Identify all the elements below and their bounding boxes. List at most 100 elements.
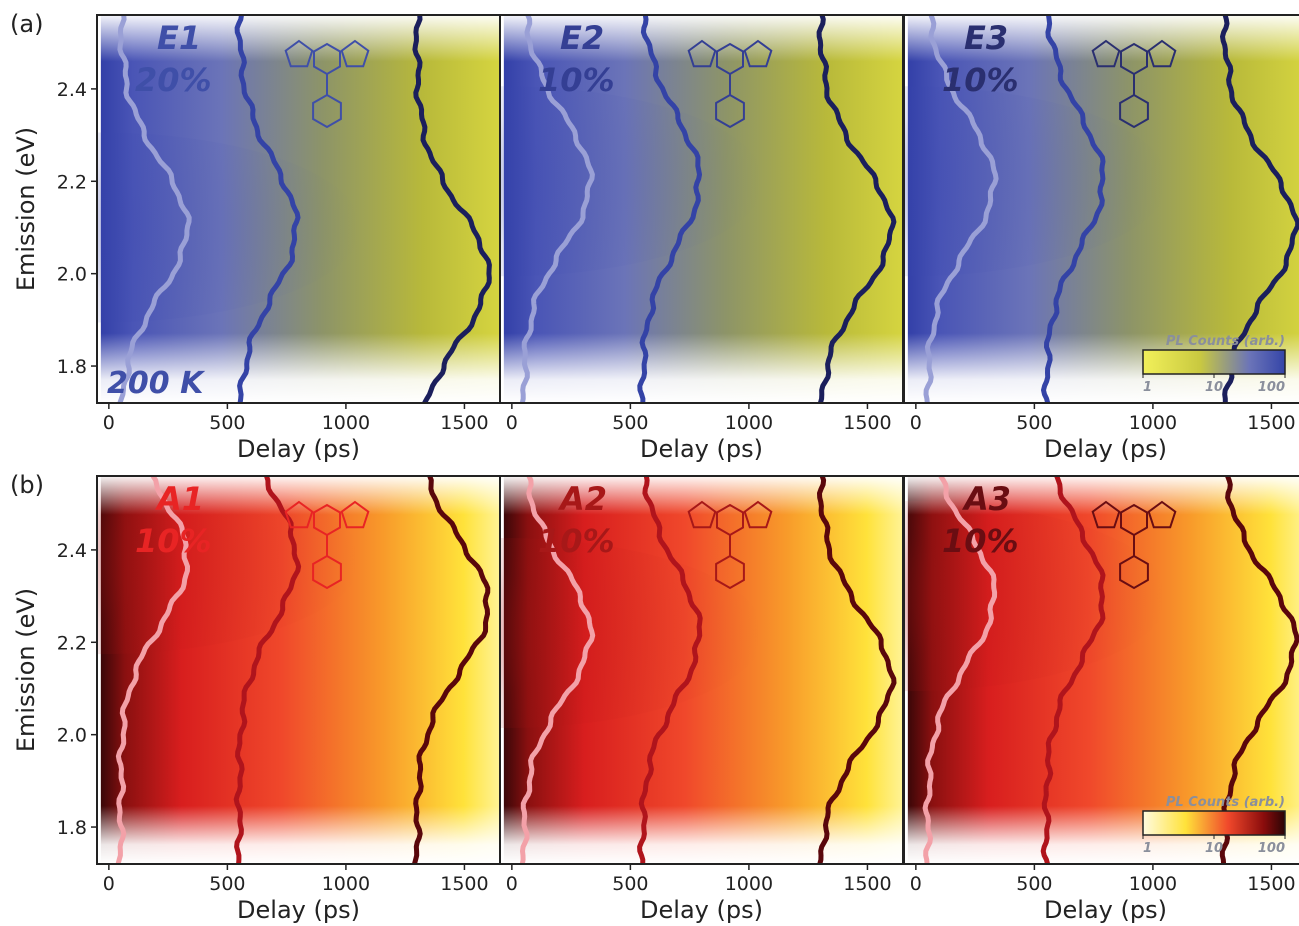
colorbar-tick-label: 1 — [1143, 380, 1152, 395]
spectrum-line-1 — [117, 15, 192, 403]
spectrum-line-3 — [412, 15, 492, 403]
y-tick-label: 2.2 — [57, 632, 87, 654]
colorbar-tick-label: 100 — [1258, 841, 1285, 856]
spectrum-line-2 — [234, 15, 301, 403]
y-tick-label: 2.0 — [57, 264, 87, 286]
plot-frame — [903, 475, 1299, 865]
y-tick-label: 2.0 — [57, 725, 87, 747]
heatmap-A1 — [97, 476, 500, 864]
spectrum-line-3 — [1219, 476, 1299, 864]
sample-percent: 20% — [135, 61, 212, 99]
molecule-structure-icon — [1091, 500, 1177, 590]
x-axis-title: Delay (ps) — [237, 896, 360, 924]
heatmap-E3 — [904, 15, 1299, 403]
x-axis-title: Delay (ps) — [1044, 435, 1167, 463]
x-tick-label: 1500 — [440, 873, 488, 895]
sample-label: E2 — [560, 19, 604, 57]
x-tick-label: 500 — [612, 873, 648, 895]
x-axis-title: Delay (ps) — [1044, 896, 1167, 924]
x-tick-label: 500 — [612, 412, 648, 434]
x-tick-label: 1500 — [1247, 412, 1295, 434]
spectrum-line-1 — [519, 15, 595, 403]
x-tick-label: 0 — [103, 873, 115, 895]
sample-percent: 10% — [538, 522, 615, 560]
x-tick-label: 500 — [209, 412, 245, 434]
spectrum-line-2 — [1040, 476, 1106, 864]
colorbar-tick-label: 10 — [1205, 841, 1223, 856]
x-tick-label: 1500 — [843, 873, 891, 895]
sample-label: A2 — [557, 480, 607, 518]
x-tick-label: 1500 — [843, 412, 891, 434]
x-tick-label: 1000 — [1129, 873, 1177, 895]
heatmap-fade — [500, 476, 903, 864]
y-tick-label: 2.2 — [57, 171, 87, 193]
colorbar-title: PL Counts (arb.) — [1166, 795, 1285, 810]
x-tick-label: 0 — [910, 873, 922, 895]
heatmap-A2 — [500, 476, 903, 864]
y-tick-label: 2.4 — [57, 79, 87, 101]
colorbar-tick-label: 1 — [1143, 841, 1152, 856]
x-tick-label: 1000 — [1129, 412, 1177, 434]
row-letter: (b) — [10, 471, 44, 499]
x-tick-label: 0 — [506, 873, 518, 895]
colorbar — [1142, 810, 1286, 836]
x-tick-label: 500 — [1016, 873, 1052, 895]
x-tick-label: 1000 — [322, 873, 370, 895]
y-tick-label: 1.8 — [57, 356, 87, 378]
spectrum-line-3 — [1220, 15, 1299, 403]
sample-percent: 10% — [942, 522, 1019, 560]
colorbar — [1142, 349, 1286, 375]
row-letter: (a) — [10, 10, 43, 38]
x-tick-label: 1500 — [1247, 873, 1295, 895]
molecule-structure-icon — [687, 39, 773, 129]
x-tick-label: 1000 — [725, 873, 773, 895]
molecule-structure-icon — [284, 500, 370, 590]
x-axis-title: Delay (ps) — [640, 896, 763, 924]
molecule-structure-icon — [284, 39, 370, 129]
molecule-structure-icon — [687, 500, 773, 590]
x-tick-label: 0 — [910, 412, 922, 434]
spectrum-line-2 — [1041, 15, 1106, 403]
sample-label: A3 — [961, 480, 1011, 518]
sample-label: A1 — [154, 480, 204, 518]
y-axis-title: Emission (eV) — [12, 588, 40, 752]
colorbar-tick-label: 100 — [1258, 380, 1285, 395]
heatmap-fade — [97, 476, 500, 864]
colorbar-tick-label: 10 — [1205, 380, 1223, 395]
x-tick-label: 1000 — [322, 412, 370, 434]
spectrum-line-1 — [519, 476, 596, 864]
sample-percent: 10% — [538, 61, 615, 99]
sample-percent: 10% — [135, 522, 212, 560]
spectrum-line-1 — [923, 15, 999, 403]
spectrum-line-1 — [922, 476, 998, 864]
heatmap-fade — [904, 476, 1299, 864]
sample-percent: 10% — [942, 61, 1019, 99]
heatmap-E2 — [500, 15, 903, 403]
spectrum-line-2 — [637, 15, 702, 403]
spectrum-line-2 — [637, 476, 703, 864]
spectrum-line-2 — [233, 476, 302, 864]
spectrum-line-3 — [817, 476, 897, 864]
y-tick-label: 2.4 — [57, 540, 87, 562]
x-tick-label: 0 — [103, 412, 115, 434]
molecule-structure-icon — [1091, 39, 1177, 129]
y-tick-label: 1.8 — [57, 817, 87, 839]
spectrum-line-3 — [412, 476, 491, 864]
spectrum-line-1 — [115, 476, 190, 864]
x-tick-label: 0 — [506, 412, 518, 434]
heatmap-E1 — [97, 15, 500, 403]
sample-label: E3 — [964, 19, 1008, 57]
heatmap-A3 — [904, 476, 1299, 864]
colorbar-title: PL Counts (arb.) — [1166, 334, 1285, 349]
heatmap-fade — [97, 15, 500, 403]
sample-label: E1 — [157, 19, 201, 57]
x-tick-label: 500 — [1016, 412, 1052, 434]
x-tick-label: 1500 — [440, 412, 488, 434]
plot-frame — [903, 14, 1299, 404]
spectrum-line-3 — [816, 15, 897, 403]
x-tick-label: 500 — [209, 873, 245, 895]
x-axis-title: Delay (ps) — [640, 435, 763, 463]
x-tick-label: 1000 — [725, 412, 773, 434]
y-axis-title: Emission (eV) — [12, 127, 40, 291]
